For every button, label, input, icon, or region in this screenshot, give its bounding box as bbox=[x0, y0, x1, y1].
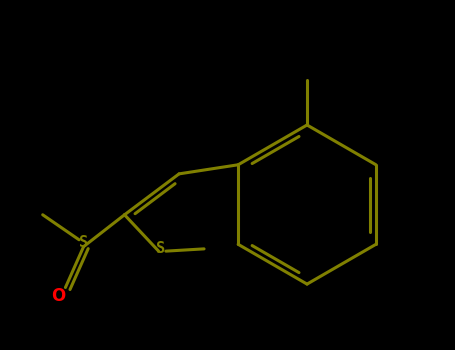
Text: O: O bbox=[51, 287, 66, 305]
Text: S: S bbox=[79, 236, 88, 251]
Text: S: S bbox=[157, 241, 166, 256]
